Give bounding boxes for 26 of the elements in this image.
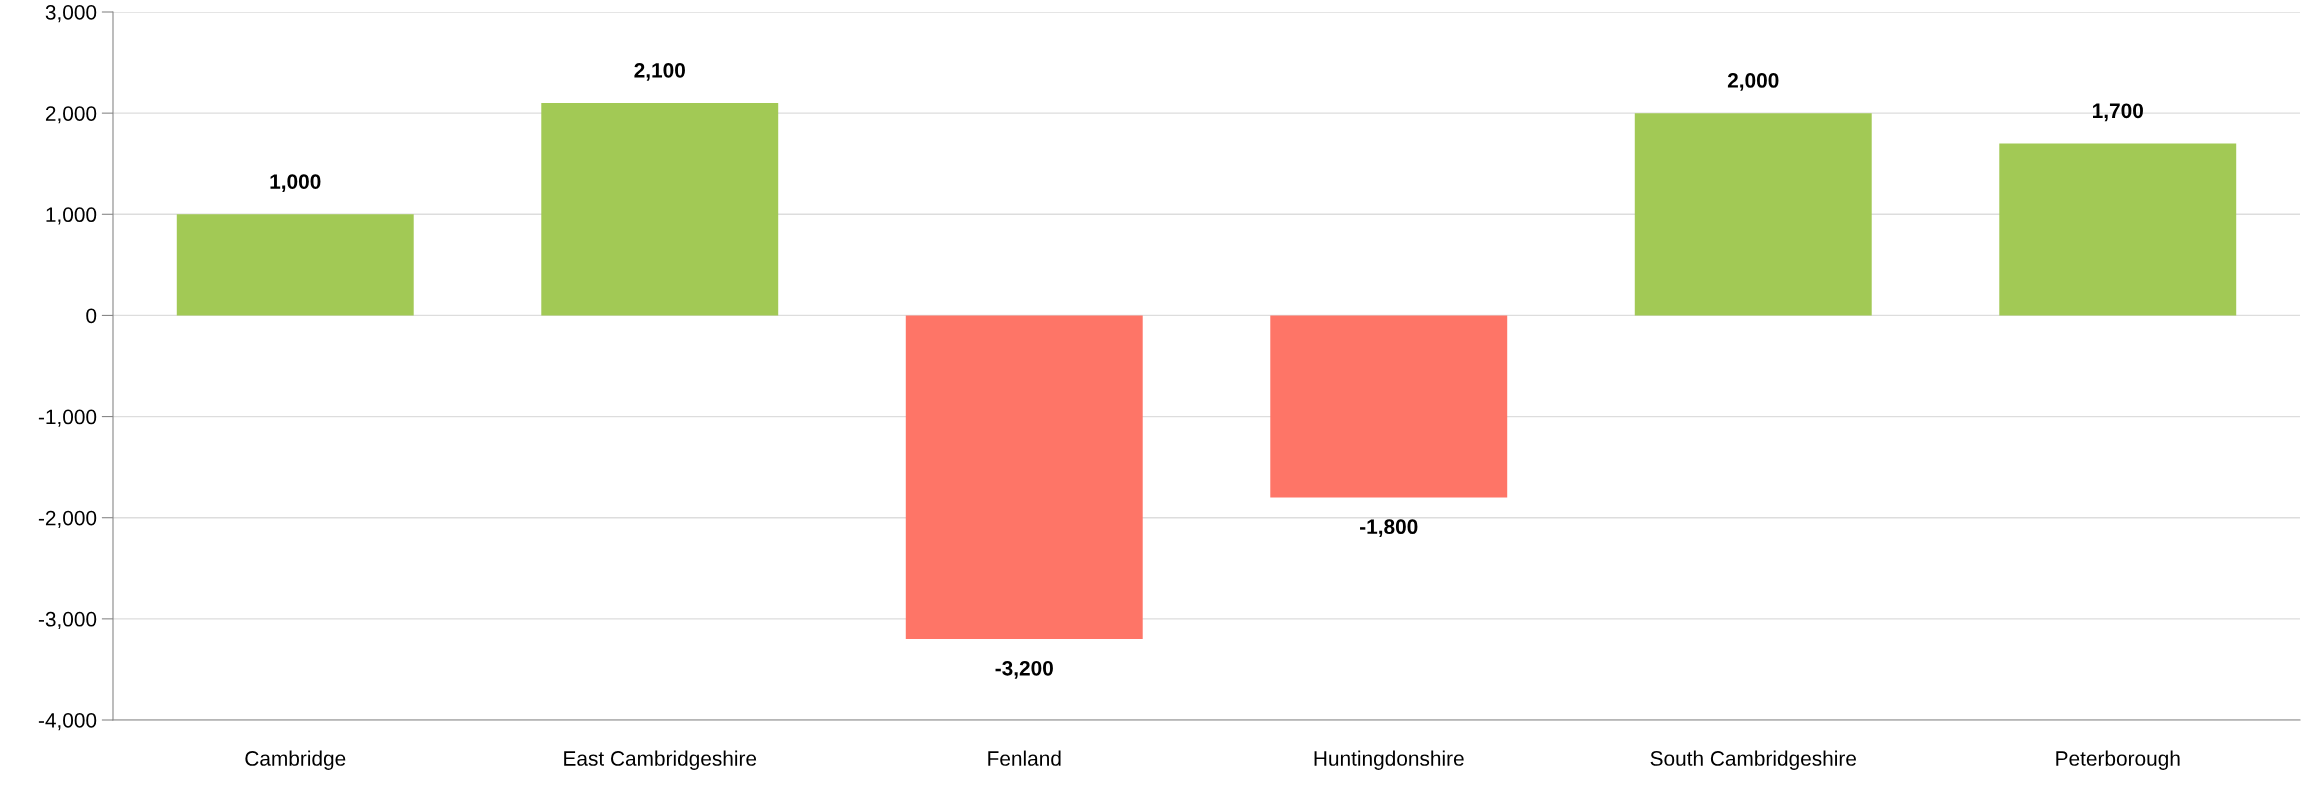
y-tick-label: -1,000 (38, 409, 97, 427)
data-label: -1,800 (1360, 519, 1418, 538)
x-tick-label: Cambridge (245, 750, 346, 770)
y-tick-label: 3,000 (45, 5, 97, 23)
bar (541, 103, 779, 316)
x-tick-label: Peterborough (2056, 750, 2180, 770)
y-tick-label: -4,000 (38, 713, 97, 731)
x-tick-label: East Cambridgeshire (564, 750, 757, 770)
data-label: -3,200 (995, 660, 1053, 679)
x-tick-label: Huntingdonshire (1314, 750, 1464, 770)
data-label: 1,000 (270, 174, 321, 192)
data-label: 1,700 (2093, 103, 2143, 122)
y-tick-label: 2,000 (45, 106, 97, 124)
bar (905, 315, 1143, 640)
bar (1634, 113, 1872, 316)
x-tick-label: Fenland (988, 750, 1061, 766)
y-tick-label: 1,000 (46, 207, 97, 225)
bar (176, 214, 414, 316)
y-tick-label: -3,000 (38, 611, 97, 630)
y-tick-label: -2,000 (38, 510, 97, 528)
data-label: 2,000 (1727, 73, 1779, 91)
bar (1999, 143, 2237, 316)
bar (1270, 315, 1508, 498)
x-tick-label: South Cambridgeshire (1650, 750, 1856, 770)
y-tick-label: 0 (86, 308, 97, 324)
data-label: 2,100 (634, 62, 685, 81)
